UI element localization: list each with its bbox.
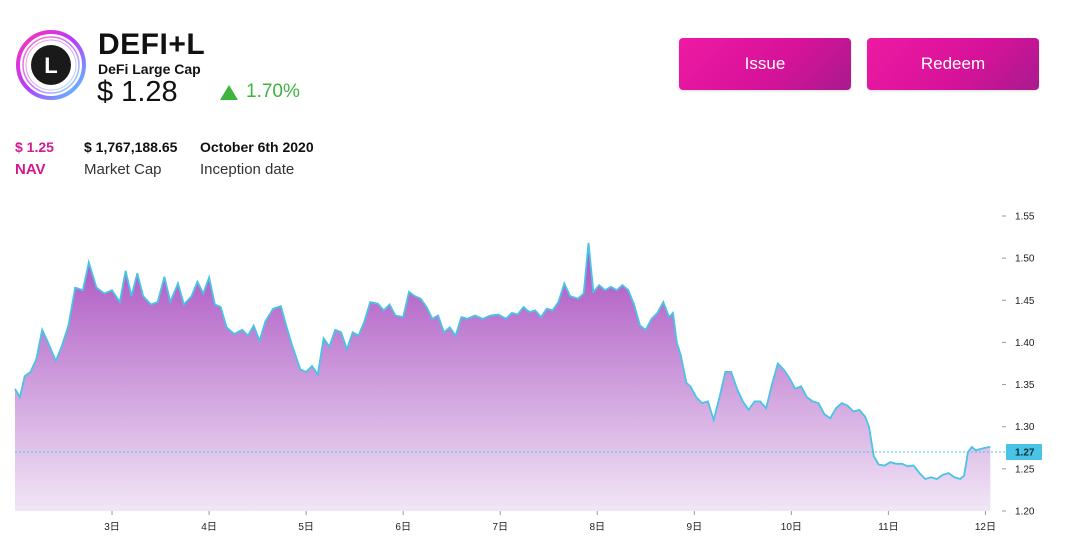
x-tick-label: 4日 — [201, 522, 217, 533]
inception-stat: October 6th 2020 Inception date — [200, 139, 314, 178]
inception-label: Inception date — [200, 161, 295, 178]
index-ticker: DEFI+L — [98, 28, 206, 61]
x-tick-label: 12日 — [975, 522, 996, 533]
price-change-value: 1.70% — [246, 81, 300, 102]
nav-value: $ 1.25 — [15, 139, 54, 155]
y-tick-label: 1.50 — [1015, 254, 1035, 265]
x-tick-label: 7日 — [492, 522, 508, 533]
inception-value: October 6th 2020 — [200, 139, 314, 155]
x-tick-label: 5日 — [298, 522, 314, 533]
x-tick-label: 10日 — [781, 522, 802, 533]
y-tick-label: 1.25 — [1015, 464, 1035, 475]
x-tick-label: 11日 — [878, 522, 898, 533]
x-tick-label: 9日 — [687, 522, 703, 533]
y-tick-label: 1.45 — [1015, 296, 1035, 307]
current-value-label: 1.27 — [1015, 448, 1035, 459]
price-area — [15, 243, 991, 511]
price-change: 1.70% — [220, 81, 300, 103]
nav-label: NAV — [15, 161, 46, 178]
current-value-badge — [1006, 444, 1042, 460]
y-tick-label: 1.40 — [1015, 338, 1035, 349]
market-cap-label: Market Cap — [84, 161, 162, 178]
up-triangle-icon — [220, 84, 238, 100]
price-chart[interactable]: 1.55 1.50 1.45 1.40 1.35 1.30 1.25 1.20 1.27 3日 4… — [0, 200, 1080, 546]
y-tick-label: 1.30 — [1015, 422, 1035, 433]
defi-large-cap-logo: L — [15, 29, 87, 101]
market-cap-stat: $ 1,767,188.65 Market Cap — [84, 139, 177, 178]
y-tick-label: 1.35 — [1015, 380, 1035, 391]
issue-button[interactable]: Issue — [679, 38, 851, 90]
price-line — [14, 242, 991, 481]
index-name: DeFi Large Cap — [98, 61, 201, 77]
y-tick-label: 1.20 — [1015, 507, 1035, 518]
nav-stat: $ 1.25 NAV — [15, 139, 54, 178]
market-cap-value: $ 1,767,188.65 — [84, 139, 178, 155]
y-tick-label: 1.55 — [1015, 212, 1035, 223]
logo-letter: L — [44, 53, 57, 78]
x-tick-label: 8日 — [589, 522, 605, 533]
x-tick-label: 6日 — [395, 522, 411, 533]
redeem-button[interactable]: Redeem — [867, 38, 1039, 90]
index-price: $ 1.28 — [97, 76, 178, 108]
x-tick-label: 3日 — [104, 522, 120, 533]
